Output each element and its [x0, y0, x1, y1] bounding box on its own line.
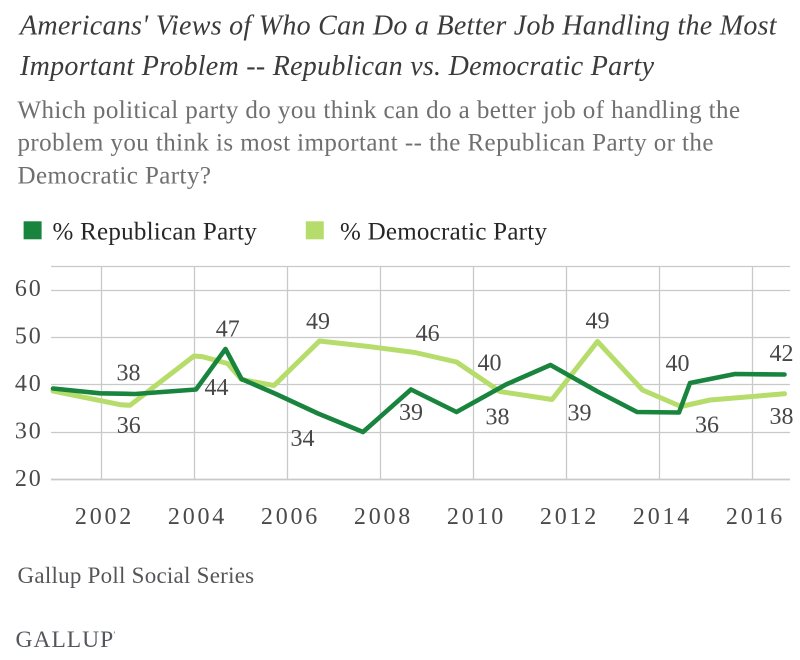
svg-text:Important Problem -- Republica: Important Problem -- Republican vs. Demo… [19, 51, 655, 82]
svg-text:34: 34 [291, 426, 315, 452]
svg-text:2006: 2006 [261, 504, 320, 530]
svg-text:% Democratic Party: % Democratic Party [340, 218, 547, 245]
svg-text:Gallup Poll Social Series: Gallup Poll Social Series [18, 563, 255, 588]
svg-text:2008: 2008 [354, 504, 413, 530]
svg-text:40: 40 [15, 371, 43, 397]
svg-text:2016: 2016 [726, 504, 785, 530]
svg-text:% Republican Party: % Republican Party [53, 218, 258, 245]
svg-text:2014: 2014 [633, 504, 692, 530]
svg-text:40: 40 [478, 351, 502, 377]
svg-text:39: 39 [399, 400, 423, 426]
svg-text:Which political party do you t: Which political party do you think can d… [18, 97, 741, 124]
svg-text:36: 36 [695, 413, 719, 439]
svg-text:49: 49 [586, 309, 610, 335]
svg-text:GALLUP: GALLUP [16, 627, 115, 653]
svg-text:60: 60 [15, 276, 43, 302]
svg-text:20: 20 [15, 466, 43, 492]
svg-text:40: 40 [666, 351, 690, 377]
svg-text:2004: 2004 [168, 504, 227, 530]
svg-text:Americans' Views of Who Can Do: Americans' Views of Who Can Do a Better … [18, 10, 778, 41]
svg-text:2010: 2010 [447, 504, 506, 530]
svg-text:46: 46 [416, 321, 440, 347]
svg-text:49: 49 [306, 309, 330, 335]
svg-text:’: ’ [113, 630, 116, 639]
svg-text:39: 39 [568, 401, 592, 427]
svg-text:38: 38 [486, 405, 510, 431]
svg-text:2002: 2002 [75, 504, 134, 530]
svg-text:44: 44 [205, 375, 229, 401]
svg-text:2012: 2012 [540, 504, 599, 530]
svg-text:47: 47 [216, 317, 240, 343]
svg-text:50: 50 [15, 324, 43, 350]
svg-text:36: 36 [117, 413, 141, 439]
svg-text:problem you think is most impo: problem you think is most important -- t… [18, 130, 714, 157]
svg-text:Democratic Party?: Democratic Party? [18, 163, 212, 190]
svg-text:38: 38 [117, 361, 141, 387]
svg-text:30: 30 [15, 419, 43, 445]
svg-text:42: 42 [770, 341, 794, 367]
svg-text:38: 38 [770, 404, 794, 430]
